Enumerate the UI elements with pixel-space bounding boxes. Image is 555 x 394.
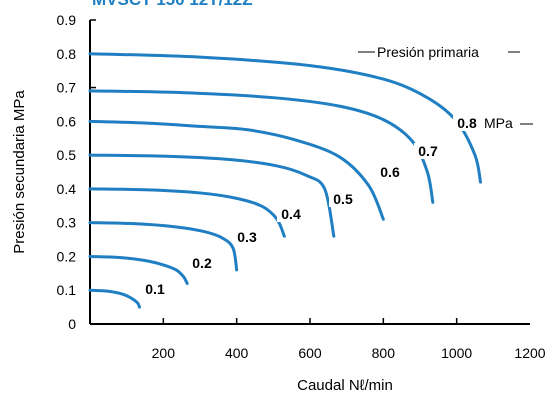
curve-label-0.2: 0.2: [192, 255, 212, 271]
y-tick-label: 0.8: [57, 46, 77, 62]
x-tick-label: 1200: [514, 345, 545, 361]
pressure-curve-0.7: [88, 89, 435, 204]
y-tick-label: 0.7: [57, 80, 77, 96]
y-tick-label: 0.4: [57, 181, 77, 197]
curve-label-bg: [414, 143, 442, 159]
chart-title: MVSCT 150 12T/12Z: [92, 0, 253, 10]
pressure-curve-0.8: [88, 52, 482, 184]
y-tick-label: 0.2: [57, 248, 77, 264]
y-tick-label: 0.9: [57, 12, 77, 28]
pressure-curve-0.1: [88, 288, 141, 309]
x-tick-label: 200: [152, 345, 176, 361]
y-tick-label: 0.3: [57, 215, 77, 231]
curve-label-0.5: 0.5: [333, 191, 353, 207]
x-tick-label: 600: [298, 345, 322, 361]
pressure-curve-0.3: [88, 221, 239, 272]
y-axis-title: Presión secundaria MPa: [11, 90, 28, 254]
curve-label-bg: [376, 164, 404, 180]
curve-label-0.6: 0.6: [380, 164, 400, 180]
curve-label-0.8: 0.8: [457, 115, 477, 131]
curve-label-0.1: 0.1: [145, 281, 165, 297]
pressure-curve-0.5: [88, 153, 336, 238]
x-tick-label: 400: [225, 345, 249, 361]
x-tick-label: 800: [372, 345, 396, 361]
y-tick-label: 0.1: [57, 282, 77, 298]
curve-label-0.4: 0.4: [281, 206, 301, 222]
legend-primary-pressure: Presión primaria: [377, 44, 479, 60]
curve-label-bg: [453, 115, 481, 131]
curve-label-bg: [329, 191, 357, 207]
x-axis-title: Caudal Nℓ/min: [297, 377, 393, 394]
curve-label-bg: [188, 255, 216, 271]
y-tick-label: 0: [68, 316, 76, 332]
pressure-curve-0.2: [88, 254, 189, 285]
pressure-curve-0.6: [88, 119, 385, 221]
curve-label-bg: [141, 281, 169, 297]
curve-label-0.7: 0.7: [418, 143, 438, 159]
curve-label-0.3: 0.3: [237, 229, 257, 245]
curve-label-bg: [233, 229, 261, 245]
x-tick-label: 1000: [441, 345, 472, 361]
y-tick-label: 0.6: [57, 113, 77, 129]
curve-label-bg: [277, 206, 305, 222]
mpa-unit-label: MPa: [484, 115, 513, 131]
y-tick-label: 0.5: [57, 147, 77, 163]
